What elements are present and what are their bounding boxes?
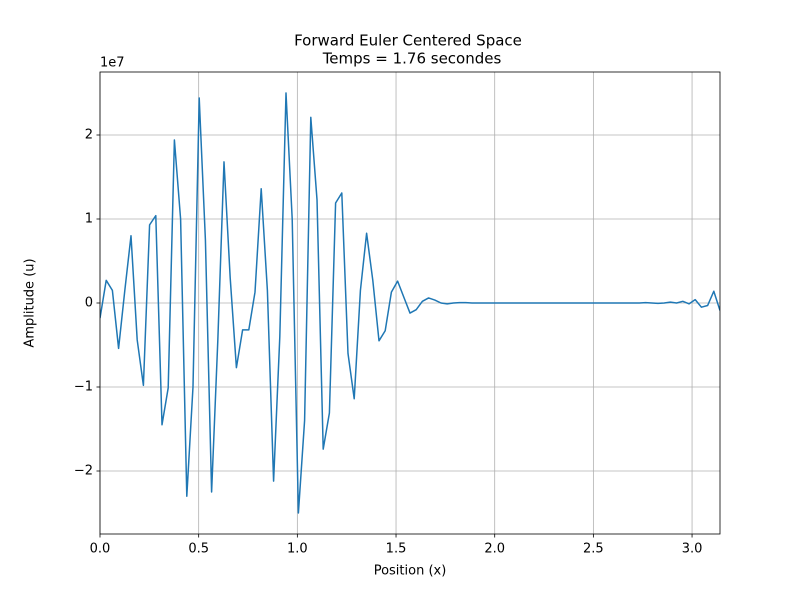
x-tick-label: 3.0 bbox=[682, 542, 703, 557]
x-tick-label: 2.0 bbox=[484, 542, 505, 557]
x-tick-label: 2.5 bbox=[583, 542, 604, 557]
chart-title: Forward Euler Centered Space bbox=[294, 32, 522, 50]
plot-area bbox=[100, 92, 720, 514]
x-tick-label: 1.0 bbox=[287, 542, 308, 557]
y-axis-label: Amplitude (u) bbox=[23, 258, 38, 347]
y-tick-label: −2 bbox=[74, 464, 93, 479]
y-tick-label: −1 bbox=[74, 380, 93, 395]
y-offset-label: 1e7 bbox=[100, 56, 125, 71]
x-tick-label: 0.0 bbox=[90, 542, 111, 557]
chart-subtitle: Temps = 1.76 secondes bbox=[322, 50, 502, 68]
y-tick-label: 1 bbox=[85, 212, 93, 227]
y-tick-label: 2 bbox=[85, 128, 93, 143]
ticks: 0.0 0.5 1.0 1.5 2.0 2.5 3.0 −2 −1 0 1 2 bbox=[74, 128, 703, 557]
y-tick-label: 0 bbox=[85, 296, 93, 311]
x-axis-label: Position (x) bbox=[374, 564, 447, 579]
data-line bbox=[100, 92, 720, 514]
x-tick-label: 0.5 bbox=[188, 542, 209, 557]
x-tick-label: 1.5 bbox=[386, 542, 407, 557]
